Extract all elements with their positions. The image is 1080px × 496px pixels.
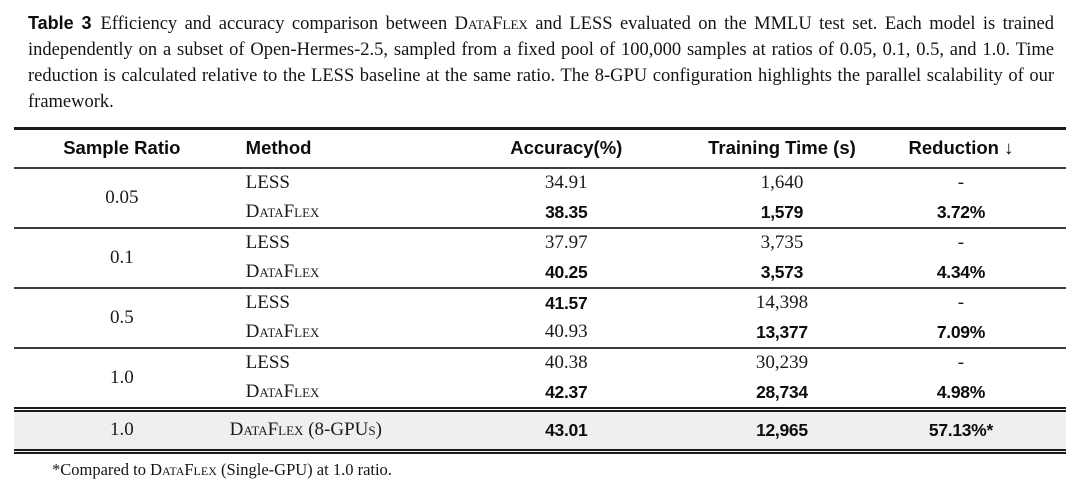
highlight-row: 1.0 DataFlex (8-GPUs) 43.01 12,965 57.13… xyxy=(14,409,1066,452)
accuracy-cell: 37.97 xyxy=(450,227,682,258)
accuracy-cell: 41.57 xyxy=(450,287,682,318)
caption-text-1: Efficiency and accuracy comparison betwe… xyxy=(100,14,448,34)
footnote-brand-dataflex: DataFlex xyxy=(150,460,217,479)
method-cell: LESS xyxy=(229,167,451,198)
ratio-cell: 1.0 xyxy=(109,419,134,440)
table-row: 1.0 LESS 40.38 30,239- xyxy=(14,347,1066,410)
training-time-cell: 30,239 xyxy=(682,347,882,378)
col-header-training-time: Training Time (s) xyxy=(708,137,856,158)
col-header-accuracy: Accuracy(%) xyxy=(510,137,623,158)
training-time-cell: 28,734 xyxy=(756,381,808,402)
accuracy-cell: 40.38 xyxy=(450,347,682,378)
table-header-row: Sample Ratio Method Accuracy(%) Training… xyxy=(14,129,1066,168)
footnote-pre: *Compared to xyxy=(52,460,151,479)
col-header-sample-ratio: Sample Ratio xyxy=(63,137,181,158)
reduction-cell: - xyxy=(881,167,1066,198)
reduction-cell: 4.34% xyxy=(936,261,985,282)
reduction-cell: - xyxy=(881,287,1066,318)
table-caption: Table 3 Efficiency and accuracy compariso… xyxy=(28,10,1054,115)
accuracy-cell: 42.37 xyxy=(545,381,588,402)
method-cell: LESS xyxy=(229,287,451,318)
table-row: DataFlex 42.37 28,734 4.98% xyxy=(14,378,1066,410)
reduction-cell: 7.09% xyxy=(936,321,985,342)
table-number-label: Table 3 xyxy=(28,13,92,33)
table-row: DataFlex 38.35 1,579 3.72% xyxy=(14,198,1066,228)
method-cell: LESS xyxy=(229,227,451,258)
training-time-cell: 12,965 xyxy=(756,419,808,440)
training-time-cell: 13,377 xyxy=(756,321,808,342)
ratio-cell: 0.5 xyxy=(14,287,230,348)
training-time-cell: 3,573 xyxy=(760,261,804,282)
table-row: DataFlex 40.25 3,573 4.34% xyxy=(14,258,1066,288)
method-cell: LESS xyxy=(229,347,451,378)
ratio-cell: 0.05 xyxy=(14,167,230,228)
results-table: Sample Ratio Method Accuracy(%) Training… xyxy=(14,127,1066,454)
table-body: 0.05 LESS 34.91 1,640- DataFlex 38.35 1,579 3.7… xyxy=(14,167,1066,452)
table-row: 0.1 LESS 37.97 3,735- xyxy=(14,227,1066,288)
reduction-cell: 4.98% xyxy=(936,381,985,402)
table-row: DataFlex 40.93 13,377 7.09% xyxy=(14,318,1066,348)
accuracy-cell: 38.35 xyxy=(545,201,588,222)
footnote-post: (Single-GPU) at 1.0 ratio. xyxy=(216,460,392,479)
training-time-cell: 14,398 xyxy=(682,287,882,318)
training-time-cell: 1,579 xyxy=(760,201,804,222)
col-header-method: Method xyxy=(245,137,312,158)
table-row: 0.05 LESS 34.91 1,640- xyxy=(14,167,1066,228)
method-cell: DataFlex xyxy=(245,261,320,282)
table-row: 0.5 LESS 41.57 14,398- xyxy=(14,287,1066,348)
reduction-cell: 57.13%* xyxy=(928,419,993,440)
caption-text-2: and LESS evaluated on the MMLU test set.… xyxy=(28,14,1054,112)
method-cell: DataFlex xyxy=(245,381,320,402)
reduction-cell: 3.72% xyxy=(936,201,985,222)
training-time-cell: 1,640 xyxy=(682,167,882,198)
ratio-cell: 0.1 xyxy=(14,227,230,288)
accuracy-cell: 40.93 xyxy=(544,321,588,342)
method-cell: DataFlex xyxy=(245,201,320,222)
reduction-cell: - xyxy=(881,227,1066,258)
accuracy-cell: 43.01 xyxy=(545,419,588,440)
table-footnote: *Compared to DataFlex (Single-GPU) at 1.… xyxy=(52,460,1080,480)
reduction-cell: - xyxy=(881,347,1066,378)
accuracy-cell: 34.91 xyxy=(450,167,682,198)
caption-brand-dataflex: DataFlex xyxy=(454,14,528,34)
method-cell: DataFlex xyxy=(245,321,320,342)
training-time-cell: 3,735 xyxy=(682,227,882,258)
method-cell: DataFlex (8-GPUs) xyxy=(229,419,382,440)
accuracy-cell: 40.25 xyxy=(545,261,588,282)
ratio-cell: 1.0 xyxy=(14,347,230,410)
col-header-reduction: Reduction ↓ xyxy=(908,137,1014,158)
